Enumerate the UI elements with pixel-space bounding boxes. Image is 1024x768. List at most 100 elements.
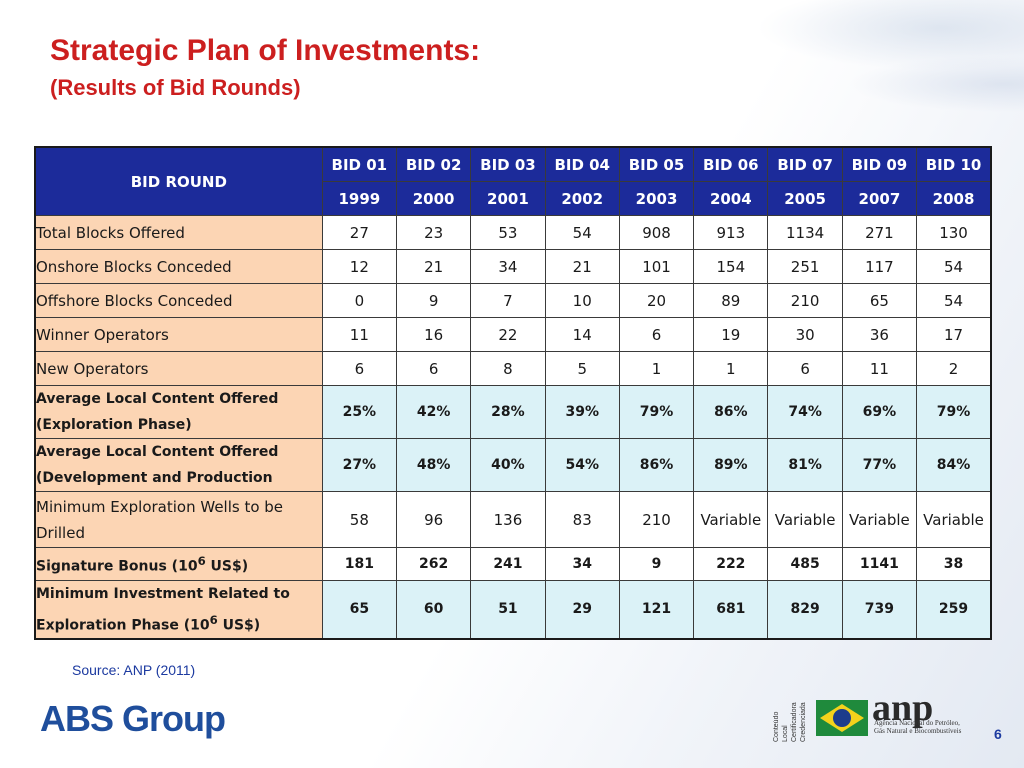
table-cell: Variable [767,491,843,548]
table-cell: 9 [395,283,472,318]
year-header: 2003 [618,181,695,216]
table-header-row: BID ROUND BID 01 BID 02 BID 03 BID 04 BI… [34,146,992,216]
bid-rounds-table: BID ROUND BID 01 BID 02 BID 03 BID 04 BI… [34,146,992,641]
round-header: BID 07 [767,146,843,182]
table-cell: 96 [395,491,472,548]
row-label-text: US$) [205,558,249,575]
year-header: 2000 [395,181,472,216]
cert-line: Conteúdo Local [773,711,789,742]
round-header: BID 02 [395,146,472,182]
round-header: BID 05 [618,146,695,182]
round-header: BID 10 [916,146,992,182]
table-cell: 30 [767,317,843,352]
table-cell: 89% [693,438,769,492]
table-cell: 262 [395,547,472,581]
row-label-line: Average Local Content Offered [36,391,279,407]
slide-title: Strategic Plan of Investments: [50,34,481,67]
table-cell: 154 [693,249,769,284]
row-label-line: (Development and Production [36,470,273,486]
row-label-text: Signature Bonus (10 [36,558,198,575]
table-row: Onshore Blocks Conceded 12 21 34 21 101 … [34,249,992,284]
year-header: 2005 [767,181,843,216]
table-cell: 259 [916,579,992,640]
table-cell: 54 [916,283,992,318]
table-cell: 83 [544,491,620,548]
table-cell: 7 [470,283,546,318]
table-cell: 908 [618,215,695,250]
table-cell: 1 [618,351,695,386]
table-cell: 121 [618,579,695,640]
table-cell: 14 [544,317,620,352]
year-header: 2002 [544,181,620,216]
row-label-text: Exploration Phase (10 [36,617,210,634]
table-cell: 210 [767,283,843,318]
table-cell: 54 [544,215,620,250]
table-row: Total Blocks Offered 27 23 53 54 908 913… [34,215,992,250]
table-cell: 117 [841,249,918,284]
table-cell: 21 [395,249,472,284]
row-label-exponent: 6 [197,554,206,568]
table-cell: 65 [321,579,397,640]
row-label: New Operators [34,351,323,386]
row-label: Onshore Blocks Conceded [34,249,323,284]
flag-globe [833,709,851,727]
table-cell: 739 [841,579,918,640]
table-cell: 25% [321,385,397,439]
table-row: Offshore Blocks Conceded 0 9 7 10 20 89 … [34,283,992,318]
table-cell: 79% [916,385,992,439]
table-cell: 136 [470,491,546,548]
table-cell: 241 [470,547,546,581]
table-cell: 34 [470,249,546,284]
table-cell: 12 [321,249,397,284]
round-header: BID 09 [841,146,918,182]
table-cell: 84% [916,438,992,492]
row-label-line: Average Local Content Offered [36,444,279,460]
table-cell: 23 [395,215,472,250]
table-cell: 11 [841,351,918,386]
table-cell: 51 [470,579,546,640]
table-cell: 1134 [767,215,843,250]
table-cell: 54 [916,249,992,284]
round-header: BID 01 [321,146,397,182]
table-cell: 81% [767,438,843,492]
abs-group-logo: ABS Group [40,698,226,739]
table-cell: 27 [321,215,397,250]
table-row: New Operators 6 6 8 5 1 1 6 11 2 [34,351,992,386]
table-row: Average Local Content Offered (Explorati… [34,385,992,439]
table-cell: 181 [321,547,397,581]
row-label-line: (Exploration Phase) [36,417,192,433]
table-cell: 16 [395,317,472,352]
background-swirl [604,0,1024,140]
table-cell: 8 [470,351,546,386]
source-note: Source: ANP (2011) [72,662,196,678]
table-cell: 210 [618,491,695,548]
table-cell: Variable [916,491,992,548]
table-row: Minimum Investment Related to Exploratio… [34,579,992,640]
table-cell: 34 [544,547,620,581]
table-cell: 58 [321,491,397,548]
table-cell: 74% [767,385,843,439]
table-cell: 222 [693,547,769,581]
row-label: Minimum Exploration Wells to be Drilled [34,491,323,548]
table-cell: 42% [395,385,472,439]
table-row: Winner Operators 11 16 22 14 6 19 30 36 … [34,317,992,352]
table-cell: 2 [916,351,992,386]
row-label: Total Blocks Offered [34,215,323,250]
table-cell: 0 [321,283,397,318]
table-cell: 251 [767,249,843,284]
table-cell: 60 [395,579,472,640]
slide-subtitle: (Results of Bid Rounds) [50,75,301,100]
round-header: BID 06 [693,146,769,182]
table-cell: 271 [841,215,918,250]
table-cell: 1 [693,351,769,386]
table-cell: 20 [618,283,695,318]
table-year-row: 1999 2000 2001 2002 2003 2004 2005 2007 … [35,181,992,216]
table-cell: 913 [693,215,769,250]
table-cell: 6 [767,351,843,386]
table-cell: 28% [470,385,546,439]
certification-seal-icon: Conteúdo Local Certificadora Credenciada [772,698,814,742]
table-cell: Variable [841,491,918,548]
table-cell: 5 [544,351,620,386]
table-row: Minimum Exploration Wells to be Drilled … [34,491,992,548]
anp-description: Agência Nacional do Petróleo, Gás Natura… [874,719,962,735]
